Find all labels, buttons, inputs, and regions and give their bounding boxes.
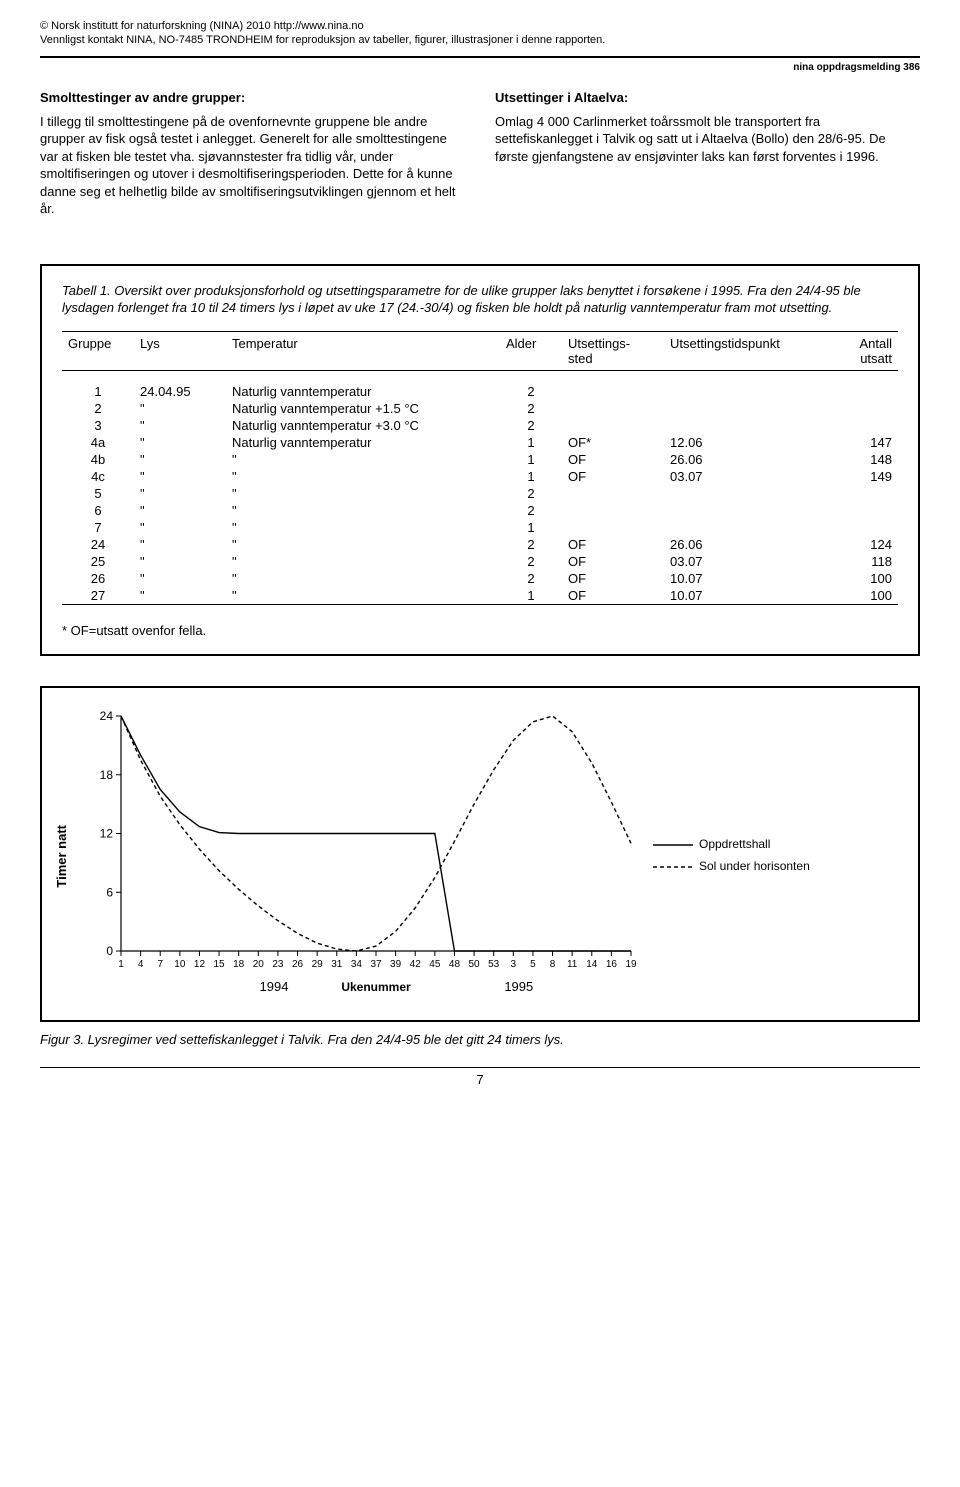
svg-text:19: 19 — [625, 959, 637, 970]
svg-text:Ukenummer: Ukenummer — [341, 980, 411, 994]
table-1-box: Tabell 1. Oversikt over produksjonsforho… — [40, 264, 920, 656]
figure-3-chart: 0612182414710121518202326293134373942454… — [81, 706, 641, 1006]
table-row: 4a"Naturlig vanntemperatur1OF*12.06147 — [62, 434, 898, 451]
th-gruppe: Gruppe — [62, 331, 134, 370]
table-row: 5""2 — [62, 485, 898, 502]
th-lys: Lys — [134, 331, 226, 370]
figure-3-caption: Figur 3. Lysregimer ved settefiskanlegge… — [40, 1032, 920, 1047]
svg-text:48: 48 — [449, 959, 461, 970]
copyright-line-2: Vennligst kontakt NINA, NO-7485 TRONDHEI… — [40, 34, 920, 46]
svg-text:14: 14 — [586, 959, 598, 970]
svg-text:20: 20 — [253, 959, 265, 970]
th-temperatur: Temperatur — [226, 331, 500, 370]
svg-text:39: 39 — [390, 959, 402, 970]
right-column: Utsettinger i Altaelva: Omlag 4 000 Carl… — [495, 89, 920, 224]
svg-text:34: 34 — [351, 959, 363, 970]
svg-text:18: 18 — [233, 959, 245, 970]
svg-text:31: 31 — [331, 959, 343, 970]
svg-text:1: 1 — [118, 959, 124, 970]
svg-text:7: 7 — [157, 959, 163, 970]
svg-text:5: 5 — [530, 959, 536, 970]
table-row: 4c""1OF03.07149 — [62, 468, 898, 485]
svg-text:37: 37 — [370, 959, 382, 970]
table-row: 7""1 — [62, 519, 898, 536]
th-antall: Antall utsatt — [826, 331, 898, 370]
chart-ylabel: Timer natt — [54, 825, 69, 888]
svg-text:18: 18 — [100, 768, 114, 782]
svg-text:26: 26 — [292, 959, 304, 970]
svg-text:12: 12 — [194, 959, 206, 970]
svg-text:53: 53 — [488, 959, 500, 970]
svg-text:0: 0 — [106, 944, 113, 958]
svg-text:8: 8 — [550, 959, 556, 970]
right-heading: Utsettinger i Altaelva: — [495, 90, 628, 105]
table-row: 27""1OF10.07100 — [62, 587, 898, 604]
table-row: 24""2OF26.06124 — [62, 536, 898, 553]
th-sted: Utsettings- sted — [562, 331, 664, 370]
svg-text:50: 50 — [469, 959, 481, 970]
svg-text:24: 24 — [100, 709, 114, 723]
svg-text:29: 29 — [312, 959, 324, 970]
two-column-text: Smolttestinger av andre grupper: I tille… — [40, 89, 920, 224]
report-series-label: nina oppdragsmelding 386 — [40, 62, 920, 73]
legend-dashed: Sol under horisonten — [653, 856, 810, 878]
table-row: 124.04.95Naturlig vanntemperatur2 — [62, 383, 898, 400]
legend-solid: Oppdrettshall — [653, 834, 810, 856]
left-body: I tillegg til smolttestingene på de oven… — [40, 113, 465, 218]
figure-3-box: Timer natt 06121824147101215182023262931… — [40, 686, 920, 1022]
table-1-caption: Tabell 1. Oversikt over produksjonsforho… — [62, 282, 898, 317]
top-rule — [40, 56, 920, 58]
svg-text:10: 10 — [174, 959, 186, 970]
svg-text:45: 45 — [429, 959, 441, 970]
svg-text:6: 6 — [106, 885, 113, 899]
table-1: Gruppe Lys Temperatur Alder Utsettings- … — [62, 331, 898, 605]
table-footnote: * OF=utsatt ovenfor fella. — [62, 623, 898, 638]
svg-text:3: 3 — [511, 959, 517, 970]
chart-legend: Oppdrettshall Sol under horisonten — [653, 834, 810, 877]
svg-text:42: 42 — [410, 959, 422, 970]
svg-text:23: 23 — [272, 959, 284, 970]
svg-text:4: 4 — [138, 959, 144, 970]
table-row: 2"Naturlig vanntemperatur +1.5 °C2 — [62, 400, 898, 417]
table-row: 6""2 — [62, 502, 898, 519]
table-header-row: Gruppe Lys Temperatur Alder Utsettings- … — [62, 331, 898, 370]
svg-text:12: 12 — [100, 826, 114, 840]
svg-text:1995: 1995 — [504, 979, 533, 994]
svg-text:15: 15 — [214, 959, 226, 970]
copyright-line-1: © Norsk institutt for naturforskning (NI… — [40, 20, 920, 32]
left-column: Smolttestinger av andre grupper: I tille… — [40, 89, 465, 224]
table-row: 3"Naturlig vanntemperatur +3.0 °C2 — [62, 417, 898, 434]
page-number: 7 — [470, 1072, 489, 1087]
svg-text:16: 16 — [606, 959, 618, 970]
th-tidspunkt: Utsettingstidspunkt — [664, 331, 826, 370]
th-alder: Alder — [500, 331, 562, 370]
right-body: Omlag 4 000 Carlinmerket toårssmolt ble … — [495, 113, 920, 166]
table-row: 4b""1OF26.06148 — [62, 451, 898, 468]
table-row: 25""2OF03.07118 — [62, 553, 898, 570]
left-heading: Smolttestinger av andre grupper: — [40, 90, 245, 105]
svg-text:11: 11 — [567, 959, 578, 970]
table-row: 26""2OF10.07100 — [62, 570, 898, 587]
page-footer: 7 — [40, 1067, 920, 1087]
svg-text:1994: 1994 — [260, 979, 289, 994]
